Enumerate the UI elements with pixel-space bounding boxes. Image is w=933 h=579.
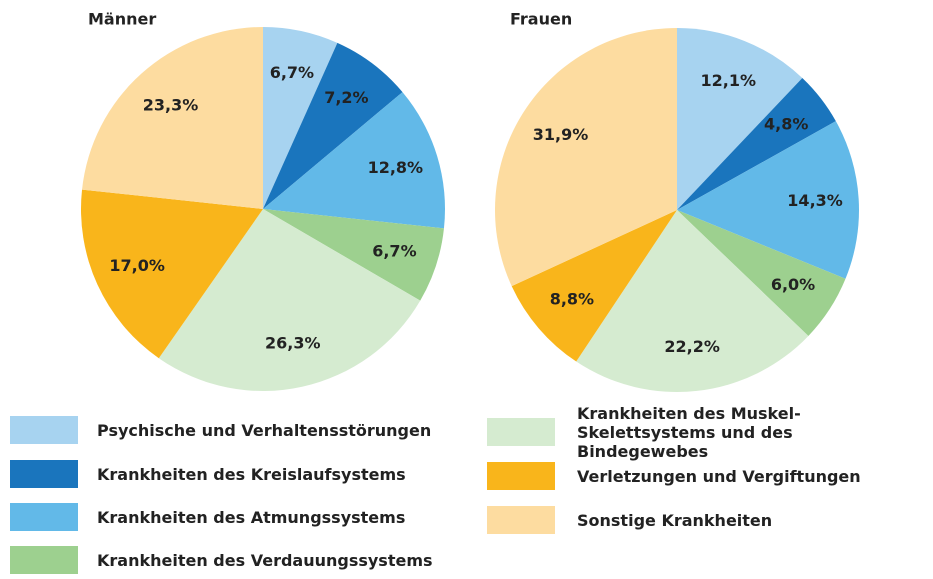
legend-label: Krankheiten des Muskel-Skelettsystems un… [577,403,801,461]
legend-swatch [487,462,555,490]
legend-label: Sonstige Krankheiten [577,510,773,530]
data-label: 4,8% [764,115,808,134]
data-label: 26,3% [265,334,321,353]
legend-swatch [487,506,555,534]
legend-item: Sonstige Krankheiten [487,501,927,539]
data-label: 14,3% [787,191,843,210]
legend-label: Krankheiten des Kreislaufsystems [97,464,406,484]
data-label: 12,8% [368,158,424,177]
data-label: 6,7% [372,242,416,261]
data-label: 7,2% [324,88,368,107]
chart-title: Männer [88,10,156,29]
data-label: 12,1% [701,71,757,90]
data-label: 8,8% [550,289,594,308]
pie-slice [263,27,338,209]
pie-slice [495,28,677,287]
legend-label: Krankheiten des Atmungssystems [97,507,406,527]
legend-label: Verletzungen und Vergiftungen [577,466,861,486]
data-label: 23,3% [143,96,199,115]
pie-slice [677,78,836,210]
legend-item: Krankheiten des Kreislaufsystems [10,455,457,493]
legend-label: Psychische und Verhaltensstörungen [97,420,432,440]
pie-slice [263,42,403,209]
charts: Männer 6,7% 7,2% 12,8% 6,7% 26,3% 17,0% 23,3% Fr… [80,10,859,392]
legend-swatch [10,460,78,488]
pie-slice [263,92,445,229]
legend-swatch [487,418,555,446]
pie-slice [82,27,263,209]
pie-slice [158,209,421,392]
pie-slice [263,209,444,301]
data-label: 6,0% [771,275,815,294]
chart-title: Frauen [510,10,572,29]
legend-swatch [10,546,78,574]
legend-item: Psychische und Verhaltensstörungen [10,411,457,449]
data-label: 31,9% [533,125,589,144]
legend-item: Krankheiten des Muskel-Skelettsystems un… [487,404,927,461]
legend-label: Krankheiten des Verdauungssystems [97,550,433,570]
legend-swatch [10,503,78,531]
pie-slice [677,210,846,336]
pie-slice [677,28,803,210]
legend-item: Verletzungen und Vergiftungen [487,457,927,495]
legend-item: Krankheiten des Verdauungssystems [10,541,457,579]
pie-slice [677,121,859,279]
pie-slice [576,210,809,392]
data-label: 22,2% [664,337,720,356]
legend-swatch [10,416,78,444]
data-label: 6,7% [270,63,314,82]
legend-item: Krankheiten des Atmungssystems [10,498,457,536]
pie-slice [80,189,263,359]
data-label: 17,0% [109,256,165,275]
pie-slice [511,210,677,362]
